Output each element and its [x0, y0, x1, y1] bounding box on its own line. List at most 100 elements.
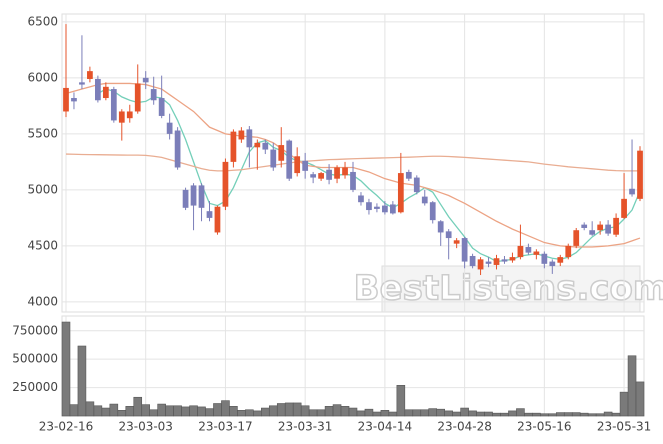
volume-bar — [261, 407, 270, 417]
x-tick-label: 23-03-03 — [118, 420, 172, 434]
candle-body — [461, 238, 468, 262]
volume-bar — [77, 345, 87, 417]
y-tick-label: 500000 — [12, 352, 58, 366]
candle-body — [174, 130, 181, 168]
x-tick-label: 23-04-28 — [437, 420, 491, 434]
volume-bar — [516, 408, 525, 417]
y-tick-label: 4500 — [27, 238, 58, 252]
volume-bar — [587, 413, 597, 417]
y-tick-label: 5500 — [27, 126, 58, 140]
candle-body — [334, 167, 340, 179]
volume-bar — [253, 410, 262, 417]
volume-bar — [197, 406, 206, 417]
volume-bar — [556, 412, 565, 417]
candle-body — [222, 161, 229, 207]
candle-body — [310, 174, 317, 178]
volume-bar — [468, 410, 477, 417]
candle-body — [150, 89, 157, 101]
volume-bar — [436, 408, 445, 417]
volume-bar — [380, 410, 390, 417]
volume-bar — [133, 396, 143, 417]
volume-bar — [300, 405, 310, 417]
y-tick-label: 4000 — [27, 294, 58, 308]
x-tick-label: 23-04-14 — [358, 420, 412, 434]
candle-body — [118, 111, 125, 123]
candle-body — [254, 142, 261, 148]
volume-bar — [364, 408, 374, 417]
volume-bar — [292, 402, 302, 417]
volume-bar — [221, 400, 230, 417]
candle-body — [557, 257, 564, 263]
volume-bar — [165, 405, 174, 417]
candle-body — [79, 82, 85, 85]
candle-body — [453, 240, 460, 244]
volume-bar — [141, 404, 150, 417]
volume-bar — [563, 412, 573, 417]
volume-bar — [276, 403, 286, 417]
candle-body — [302, 160, 309, 171]
candle-body — [190, 185, 197, 206]
candle-body — [166, 122, 173, 134]
candle-body — [198, 185, 205, 208]
candle-body — [397, 173, 404, 213]
volume-bar — [540, 413, 549, 417]
candle-body — [581, 224, 588, 228]
x-tick-label: 23-02-16 — [39, 420, 93, 434]
volume-bar — [619, 391, 629, 417]
volume-bar — [93, 405, 103, 417]
volume-bar — [492, 412, 501, 417]
volume-bar — [595, 413, 605, 417]
volume-bar — [332, 404, 342, 417]
volume-bar — [61, 321, 71, 417]
price-frame — [61, 13, 645, 313]
candle-body — [358, 195, 364, 203]
volume-bar — [245, 409, 254, 417]
candle-body — [621, 198, 627, 218]
candle-body — [102, 86, 109, 99]
volume-bar — [635, 381, 645, 417]
volume-bar — [500, 412, 509, 417]
candle-body — [517, 245, 524, 258]
candle-body — [238, 130, 245, 140]
volume-bar — [229, 406, 238, 417]
candle-body — [533, 251, 540, 255]
candle-body — [597, 224, 604, 231]
volume-bar — [627, 355, 637, 417]
volume-bar — [579, 412, 589, 417]
volume-bar — [157, 403, 166, 417]
volume-bar — [460, 407, 469, 417]
volume-bar — [484, 411, 493, 417]
volume-bar — [412, 409, 422, 417]
volume-bar — [420, 409, 430, 417]
candle-body — [525, 247, 532, 253]
candle-body — [206, 211, 213, 218]
candle-body — [63, 87, 69, 112]
volume-bar — [237, 410, 246, 417]
volume-bar — [173, 405, 182, 417]
volume-bar — [324, 406, 334, 417]
candle-body — [318, 173, 324, 179]
candle-body — [278, 145, 285, 161]
volume-bar — [69, 404, 79, 417]
watermark: BestListens.com — [354, 269, 663, 309]
volume-bar — [508, 410, 517, 417]
candle-body — [437, 221, 444, 233]
candle-body — [95, 78, 101, 101]
candle-body — [214, 206, 221, 233]
y-tick-label: 6000 — [27, 70, 58, 84]
y-tick-label: 6500 — [27, 14, 58, 28]
candle-body — [350, 171, 356, 190]
candle-body — [142, 77, 149, 83]
candle-body — [87, 71, 93, 79]
volume-bar — [316, 409, 326, 417]
volume-bar — [428, 408, 438, 417]
volume-bar — [476, 411, 485, 417]
volume-bar — [308, 409, 318, 417]
candle-body — [382, 205, 388, 213]
candle-body — [405, 171, 412, 179]
volume-bar — [603, 411, 613, 417]
candle-body — [493, 258, 500, 265]
volume-bar — [284, 402, 294, 417]
candle-body — [366, 202, 372, 211]
